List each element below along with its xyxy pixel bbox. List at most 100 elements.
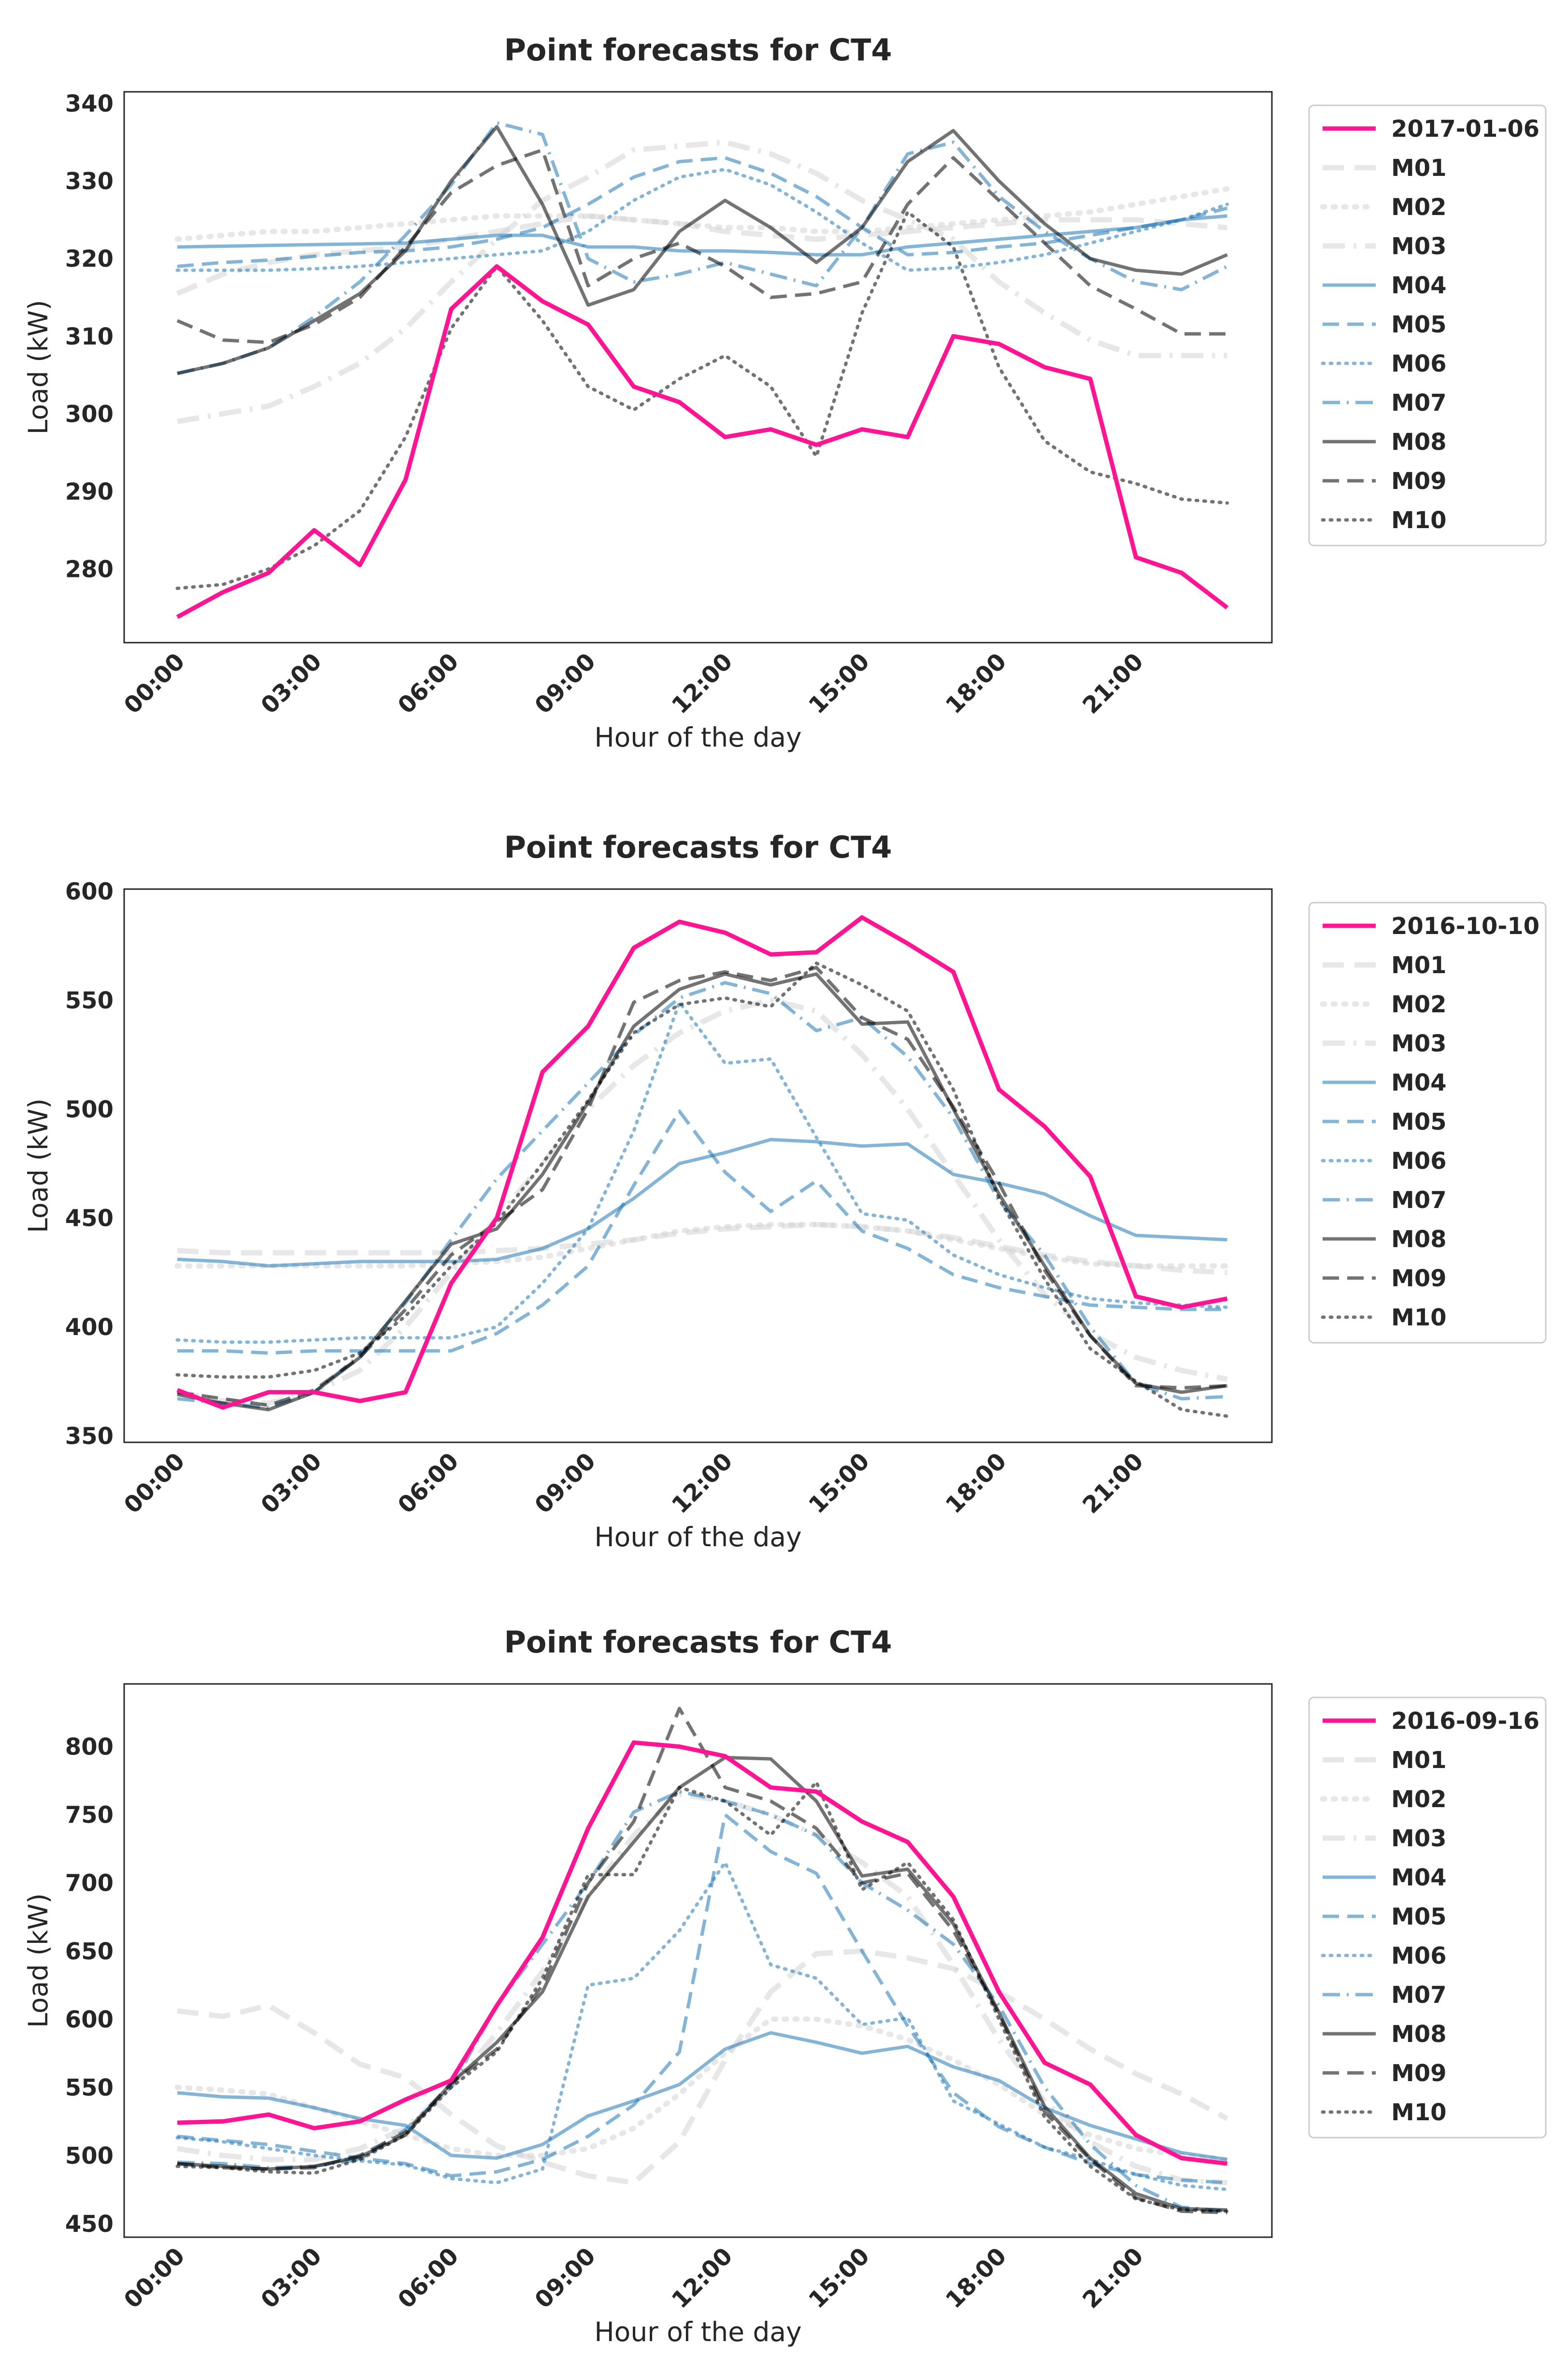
y-tick-label: 500 [65, 2142, 114, 2170]
x-tick-label: 00:00 [119, 2243, 190, 2314]
legend: 2016-10-10 M01 M02 M03 M04 M05 M06 M07 M08 M09 M10 [1308, 902, 1547, 1344]
legend-box [1308, 1696, 1547, 2139]
series-line-2017-01-06 [176, 264, 1229, 619]
series-line-m07 [177, 121, 1228, 375]
legend-label: M04 [1391, 1069, 1447, 1096]
y-tick-label: 500 [65, 1096, 114, 1123]
series-line-m01 [177, 1948, 1229, 2185]
series-line-m04 [177, 2031, 1228, 2161]
y-tick-label: 750 [65, 1802, 114, 1829]
plot-area [123, 888, 1273, 1443]
legend-label: M08 [1391, 429, 1447, 456]
legend-label: M01 [1391, 155, 1447, 182]
legend-label: M02 [1391, 194, 1447, 221]
series-line-m09 [177, 1707, 1227, 2214]
series-line-m10 [175, 1780, 1229, 2213]
x-tick-label: 06:00 [393, 648, 464, 719]
y-tick-label: 330 [65, 168, 114, 195]
series-line-m05 [177, 1109, 1227, 1355]
legend-label: M08 [1391, 1226, 1447, 1253]
series-line-2016-10-10 [176, 915, 1228, 1410]
series-line-m08 [177, 125, 1228, 375]
series-line-m04 [177, 214, 1227, 257]
x-axis-label: Hour of the day [594, 2316, 801, 2347]
chart-title: Point forecasts for CT4 [504, 1624, 892, 1660]
chart-title: Point forecasts for CT4 [504, 830, 892, 865]
x-tick-label: 21:00 [1077, 648, 1149, 719]
x-tick-label: 18:00 [941, 648, 1012, 719]
x-tick-label: 09:00 [529, 648, 601, 719]
y-tick-label: 700 [65, 1870, 114, 1897]
y-tick-label: 400 [65, 1314, 114, 1341]
legend: 2016-09-16 M01 M02 M03 M04 M05 M06 M07 M08 M09 M10 [1308, 1696, 1547, 2139]
legend-label: M02 [1391, 1786, 1447, 1813]
y-tick-label: 280 [65, 556, 114, 583]
series-lines [174, 915, 1230, 1418]
y-tick-label: 450 [65, 2211, 114, 2238]
series-line-m01 [177, 1222, 1227, 1275]
legend-label: M06 [1391, 350, 1447, 377]
legend-label: 2016-09-16 [1391, 1708, 1539, 1735]
y-axis-label: Load (kW) [23, 1893, 54, 2028]
legend-label: M07 [1391, 389, 1447, 417]
y-tick-label: 650 [65, 1938, 114, 1965]
x-tick-label: 06:00 [393, 1448, 464, 1519]
x-tick-label: 15:00 [803, 648, 875, 719]
y-tick-label: 550 [65, 987, 114, 1014]
x-tick-label: 03:00 [256, 1448, 327, 1519]
series-line-m10 [175, 210, 1229, 590]
legend-label: 2016-10-10 [1391, 913, 1539, 940]
y-tick-label: 600 [65, 2006, 114, 2033]
plot-area [123, 91, 1273, 644]
legend-label: M09 [1391, 1265, 1447, 1292]
x-axis-label: Hour of the day [594, 722, 801, 753]
legend-label: M10 [1391, 2099, 1447, 2126]
y-tick-label: 310 [65, 323, 114, 350]
legend-box [1308, 104, 1547, 546]
legend-label: M10 [1391, 507, 1447, 534]
series-line-m04 [177, 1137, 1227, 1268]
legend-label: M05 [1391, 1108, 1447, 1136]
chart-panel-2: Point forecasts for CT4 350 400 450 500 550 60… [23, 830, 1547, 1553]
series-line-m09 [177, 965, 1227, 1407]
x-tick-label: 12:00 [667, 2243, 738, 2314]
legend-label: M10 [1391, 1304, 1447, 1331]
legend: 2017-01-06 M01 M02 M03 M04 M05 M06 M07 M08 M09 M10 [1308, 104, 1547, 546]
legend-label: M04 [1391, 272, 1447, 299]
x-tick-label: 00:00 [119, 648, 190, 719]
chart-panel-1: Point forecasts for CT4 280 290 300 310 320 33… [23, 32, 1547, 753]
series-line-2016-09-16 [177, 1740, 1228, 2166]
legend-label: M05 [1391, 311, 1447, 338]
y-tick-label: 340 [65, 90, 114, 117]
x-tick-label: 21:00 [1077, 2243, 1149, 2314]
series-line-m02 [174, 1222, 1230, 1269]
legend-label: M06 [1391, 1148, 1447, 1175]
x-axis-label: Hour of the day [594, 1522, 801, 1553]
x-tick-label: 09:00 [529, 2243, 601, 2314]
series-lines [174, 1707, 1230, 2214]
series-line-m10 [175, 961, 1229, 1418]
legend-box [1308, 902, 1547, 1344]
x-tick-label: 09:00 [529, 1448, 601, 1519]
x-tick-label: 03:00 [256, 2243, 327, 2314]
y-tick-label: 290 [65, 478, 114, 505]
y-tick-label: 320 [65, 245, 114, 273]
legend-label: M09 [1391, 468, 1447, 495]
x-tick-label: 12:00 [667, 1448, 738, 1519]
legend-label: M01 [1391, 1747, 1447, 1774]
chart-panel-3: Point forecasts for CT4 450 500 550 600 650 70… [23, 1624, 1547, 2347]
y-tick-label: 350 [65, 1423, 114, 1450]
series-line-m03 [177, 139, 1227, 424]
legend-label: M09 [1391, 2060, 1447, 2087]
chart-title: Point forecasts for CT4 [504, 32, 892, 68]
legend-label: M01 [1391, 952, 1447, 979]
y-tick-label: 600 [65, 878, 114, 906]
legend-label: M05 [1391, 1903, 1447, 1930]
y-tick-label: 450 [65, 1205, 114, 1232]
legend-label: 2017-01-06 [1391, 115, 1539, 143]
x-tick-label: 06:00 [393, 2243, 464, 2314]
legend-label: M04 [1391, 1864, 1447, 1891]
series-line-m03 [176, 997, 1228, 1406]
y-tick-label: 300 [65, 401, 114, 428]
